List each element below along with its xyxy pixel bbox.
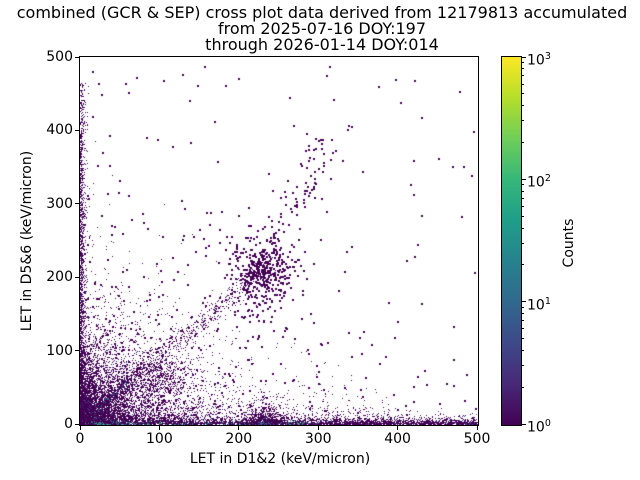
colorbar-minor-tick xyxy=(522,215,524,217)
x-tick-label: 100 xyxy=(146,431,173,447)
y-tick xyxy=(75,350,79,352)
y-tick xyxy=(75,203,79,205)
colorbar-tick-label: 100 xyxy=(527,418,551,436)
x-tick xyxy=(397,426,399,430)
colorbar-minor-tick xyxy=(522,83,524,85)
colorbar-minor-tick xyxy=(522,68,524,70)
x-tick xyxy=(158,426,160,430)
colorbar-major-tick xyxy=(522,56,526,58)
x-tick xyxy=(317,426,319,430)
chart-title-line-2: from 2025-07-16 DOY:197 xyxy=(217,19,427,38)
x-axis-label: LET in D1&2 (keV/micron) xyxy=(189,451,371,467)
colorbar-minor-tick xyxy=(522,205,524,207)
y-tick-label: 0 xyxy=(64,416,73,432)
colorbar-minor-tick xyxy=(522,120,524,122)
colorbar-gradient xyxy=(502,57,521,425)
colorbar-major-tick xyxy=(522,423,526,425)
x-tick-label: 400 xyxy=(384,431,411,447)
y-tick-label: 400 xyxy=(46,122,73,139)
y-tick xyxy=(75,129,79,131)
x-tick xyxy=(476,426,478,430)
colorbar-minor-tick xyxy=(522,320,524,322)
colorbar-minor-tick xyxy=(522,105,524,107)
colorbar-minor-tick xyxy=(522,75,524,77)
colorbar-minor-tick xyxy=(522,306,524,308)
colorbar-minor-tick xyxy=(522,62,524,64)
colorbar-major-tick xyxy=(522,301,526,303)
y-tick xyxy=(75,423,79,425)
colorbar-minor-tick xyxy=(522,142,524,143)
y-tick-label: 500 xyxy=(46,49,73,65)
x-tick-label: 0 xyxy=(75,431,85,447)
y-tick xyxy=(75,56,79,58)
colorbar-major-tick xyxy=(522,178,526,180)
x-tick-label: 300 xyxy=(304,431,332,447)
colorbar-tick-label: 101 xyxy=(527,295,551,314)
colorbar-minor-tick xyxy=(522,386,524,388)
colorbar-minor-tick xyxy=(522,313,524,315)
x-tick-label: 200 xyxy=(225,431,253,447)
y-tick-label: 100 xyxy=(46,342,73,359)
colorbar-minor-tick xyxy=(522,349,524,351)
y-tick-label: 300 xyxy=(46,195,73,212)
y-tick-label: 200 xyxy=(46,269,73,286)
x-tick-label: 500 xyxy=(463,431,491,447)
colorbar-minor-tick xyxy=(522,365,524,367)
colorbar-minor-tick xyxy=(522,242,524,244)
colorbar-minor-tick xyxy=(522,93,524,95)
colorbar-minor-tick xyxy=(522,227,524,229)
x-tick xyxy=(238,426,240,430)
colorbar-label: Counts xyxy=(561,218,577,268)
colorbar-minor-tick xyxy=(522,197,524,199)
colorbar-minor-tick xyxy=(522,184,524,186)
colorbar-frame xyxy=(501,56,522,426)
scatter-heatmap-canvas xyxy=(80,57,478,425)
chart-title-line-1: combined (GCR & SEP) cross plot data der… xyxy=(16,3,628,22)
x-tick xyxy=(79,426,81,430)
colorbar-minor-tick xyxy=(522,190,524,192)
colorbar-minor-tick xyxy=(522,337,524,339)
colorbar-tick-label: 103 xyxy=(527,51,551,69)
colorbar-minor-tick xyxy=(522,264,524,266)
chart-title-line-3: through 2026-01-14 DOY:014 xyxy=(205,35,439,54)
y-tick xyxy=(75,276,79,278)
y-axis-label: LET in D5&6 (keV/micron) xyxy=(19,150,35,332)
colorbar-minor-tick xyxy=(522,328,524,330)
colorbar-tick-label: 102 xyxy=(527,173,551,191)
